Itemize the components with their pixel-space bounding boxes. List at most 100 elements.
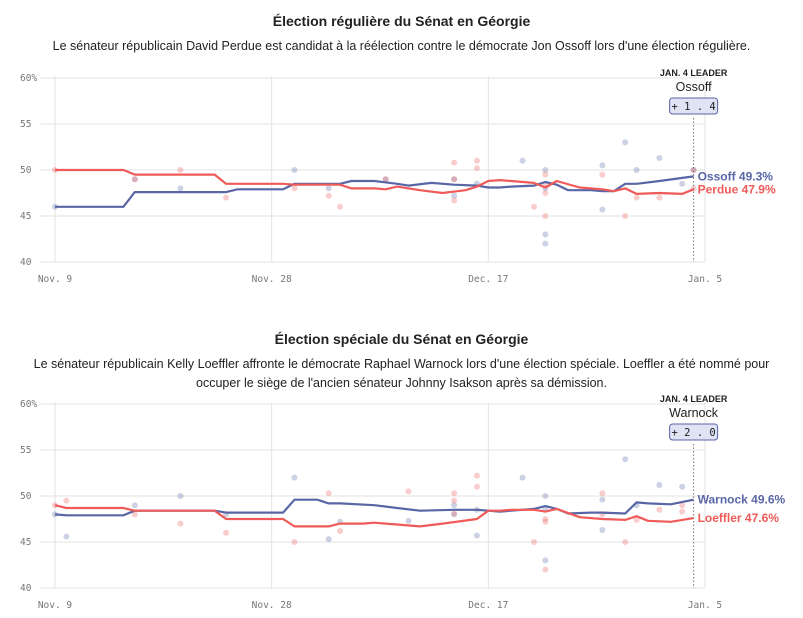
chart-regular-election: Élection régulière du Sénat en Géorgie L… — [0, 0, 803, 300]
poll-dot — [382, 176, 389, 183]
poll-dot — [633, 516, 640, 523]
poll-dot — [451, 176, 458, 183]
poll-dot — [291, 185, 298, 192]
chart-special-election: Élection spéciale du Sénat en Géorgie Le… — [0, 318, 803, 618]
poll-dot — [223, 529, 230, 536]
poll-dot — [451, 192, 458, 199]
poll-dot — [690, 167, 697, 173]
poll-dot — [325, 490, 332, 497]
y-tick-label: 50 — [20, 165, 32, 176]
poll-dot — [542, 171, 549, 178]
poll-dot — [177, 493, 184, 499]
poll-dot — [542, 240, 549, 247]
gridlines — [40, 76, 706, 263]
poll-dot — [223, 194, 230, 201]
series-line-perdue — [55, 168, 695, 195]
poll-dot — [622, 539, 629, 545]
poll-dot — [451, 511, 458, 518]
poll-dot — [451, 510, 458, 517]
poll-dot — [633, 167, 640, 173]
poll-dot — [622, 456, 629, 463]
poll-dot — [542, 493, 549, 499]
leader-margin-box — [669, 97, 719, 115]
x-tick-label: Dec. 17 — [468, 274, 508, 285]
leader-name: Warnock — [669, 406, 719, 420]
poll-dot — [325, 185, 332, 192]
x-tick-label: Jan. 5 — [688, 274, 722, 285]
poll-dot — [325, 192, 332, 199]
y-tick-label: 60% — [20, 399, 37, 410]
x-tick-label: Nov. 9 — [38, 600, 73, 611]
leader-name: Ossoff — [676, 80, 712, 94]
line-chart-special: 40 45 50 55 60% Nov. 9 Nov. 28 Dec. 17 Jan. 5 JAN… — [20, 394, 786, 611]
poll-dot — [405, 517, 412, 524]
poll-dot — [599, 206, 606, 213]
leader-label: JAN. 4 LEADER — [660, 394, 728, 404]
poll-dot — [451, 497, 458, 504]
poll-dot — [542, 231, 549, 238]
poll-dot — [451, 502, 458, 509]
poll-dot — [530, 203, 537, 210]
poll-dot — [542, 557, 549, 564]
chart-subtitle: Le sénateur républicain David Perdue est… — [52, 39, 751, 53]
poll-dot — [599, 162, 606, 169]
y-tick-label: 45 — [20, 537, 31, 548]
leader-margin-box — [669, 423, 719, 441]
poll-dot — [451, 159, 458, 166]
x-tick-label: Nov. 9 — [38, 274, 73, 285]
leader-label: JAN. 4 LEADER — [660, 68, 728, 78]
poll-dot — [633, 194, 640, 201]
poll-dot — [177, 167, 184, 173]
poll-dot — [622, 213, 629, 219]
poll-dot — [656, 481, 663, 488]
poll-dot — [451, 176, 458, 183]
poll-dot — [599, 496, 606, 503]
poll-dot — [473, 532, 480, 539]
poll-dot — [599, 490, 606, 497]
poll-dot — [337, 527, 344, 534]
poll-dot — [405, 488, 412, 495]
y-tick-label: 40 — [20, 257, 32, 268]
poll-dot — [656, 506, 663, 513]
poll-dot — [473, 165, 480, 172]
poll-dot — [656, 155, 663, 162]
y-tick-label: 60% — [20, 73, 37, 84]
series-end-label-loeffler: Loeffler 47.6% — [698, 511, 780, 525]
poll-dot — [473, 157, 480, 164]
poll-dots-loeffler — [52, 472, 686, 573]
poll-dot — [337, 203, 344, 210]
poll-dot — [325, 536, 332, 543]
poll-dot — [451, 197, 458, 204]
line-chart-regular: 40 45 50 55 60% Nov. 9 Nov. 28 Dec. 17 Jan. 5 JAN… — [20, 68, 776, 285]
poll-dot — [656, 194, 663, 201]
series-line-ossoff — [55, 175, 694, 208]
x-tick-label: Nov. 28 — [252, 600, 292, 611]
poll-dot — [519, 157, 526, 164]
poll-dot — [63, 497, 70, 504]
series-line-warnock — [54, 498, 694, 517]
poll-dot — [599, 527, 606, 534]
series-end-label-perdue: Perdue 47.9% — [698, 182, 776, 196]
y-tick-label: 55 — [20, 119, 31, 130]
series-end-label-warnock: Warnock 49.6% — [698, 493, 786, 507]
poll-dot — [622, 139, 629, 146]
poll-dot — [542, 566, 549, 573]
poll-dot — [131, 176, 138, 183]
x-tick-label: Jan. 5 — [688, 600, 722, 611]
chart-title: Élection spéciale du Sénat en Géorgie — [274, 331, 529, 347]
poll-dot — [679, 502, 686, 509]
poll-dot — [131, 176, 138, 183]
x-tick-label: Dec. 17 — [468, 600, 508, 611]
poll-dot — [679, 180, 686, 187]
series-line-loeffler — [54, 504, 694, 528]
poll-dot — [542, 213, 549, 219]
y-tick-label: 55 — [20, 445, 31, 456]
poll-dot — [291, 539, 298, 545]
poll-dot — [473, 483, 480, 490]
poll-dots-warnock — [52, 456, 686, 564]
poll-dot — [177, 520, 184, 527]
chart-title: Élection régulière du Sénat en Géorgie — [272, 13, 531, 29]
poll-dot — [690, 167, 697, 173]
poll-dot — [530, 539, 537, 545]
poll-dot — [131, 502, 138, 509]
